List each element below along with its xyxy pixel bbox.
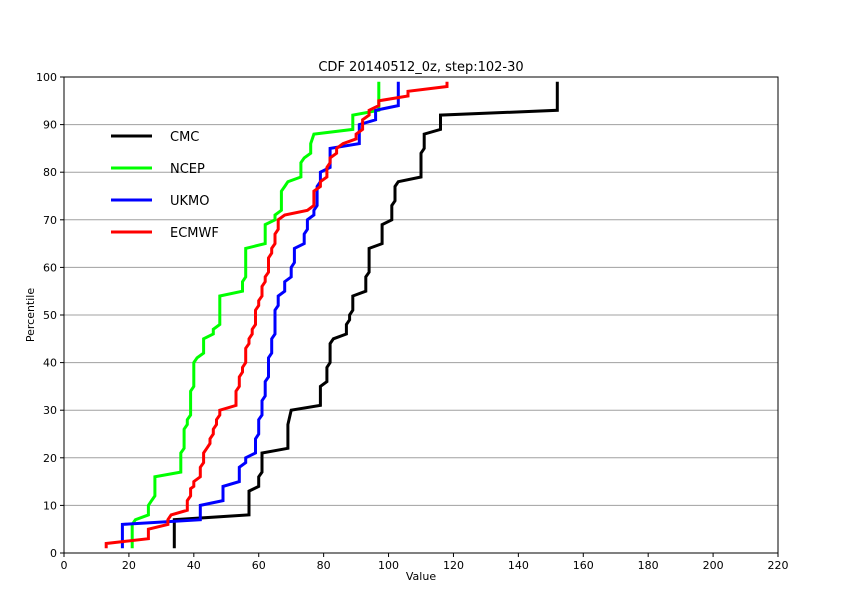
legend-label-ncep: NCEP [170, 162, 205, 177]
y-tick-label: 90 [43, 119, 57, 132]
y-tick-label: 30 [43, 404, 57, 417]
x-tick-label: 0 [61, 559, 68, 572]
x-tick-label: 160 [573, 559, 594, 572]
y-tick-label: 60 [43, 261, 57, 274]
series-line-ukmo [120, 81, 400, 549]
x-tick-label: 180 [638, 559, 659, 572]
series-layer [104, 81, 559, 549]
y-tick-label: 10 [43, 499, 57, 512]
series-line-ecmwf [104, 81, 449, 549]
y-tick-label: 50 [43, 309, 57, 322]
x-tick-label: 100 [378, 559, 399, 572]
chart-title: CDF 20140512_0z, step:102-30 [318, 60, 523, 75]
x-axis: 0 20 40 60 80 100 120 140 160 180 200 220 [61, 553, 789, 572]
x-tick-label: 60 [252, 559, 266, 572]
series-line-cmc [172, 81, 559, 549]
y-tick-label: 0 [50, 547, 57, 560]
y-tick-label: 80 [43, 166, 57, 179]
grid [64, 124, 778, 506]
series-line-ncep [130, 81, 381, 549]
y-axis: 0 10 20 30 40 50 60 70 80 90 100 [36, 71, 64, 560]
x-tick-label: 80 [317, 559, 331, 572]
y-axis-title: Percentile [24, 288, 37, 343]
x-tick-label: 200 [703, 559, 724, 572]
x-tick-label: 140 [508, 559, 529, 572]
x-tick-label: 20 [122, 559, 136, 572]
y-tick-label: 40 [43, 357, 57, 370]
legend: CMC NCEP UKMO ECMWF [111, 130, 219, 241]
x-tick-label: 220 [768, 559, 789, 572]
legend-label-ukmo: UKMO [170, 194, 210, 209]
x-tick-label: 40 [187, 559, 201, 572]
y-tick-label: 20 [43, 452, 57, 465]
x-axis-title: Value [406, 570, 436, 583]
legend-label-ecmwf: ECMWF [170, 226, 219, 241]
y-tick-label: 70 [43, 214, 57, 227]
x-tick-label: 120 [443, 559, 464, 572]
legend-label-cmc: CMC [170, 130, 199, 145]
y-tick-label: 100 [36, 71, 57, 84]
